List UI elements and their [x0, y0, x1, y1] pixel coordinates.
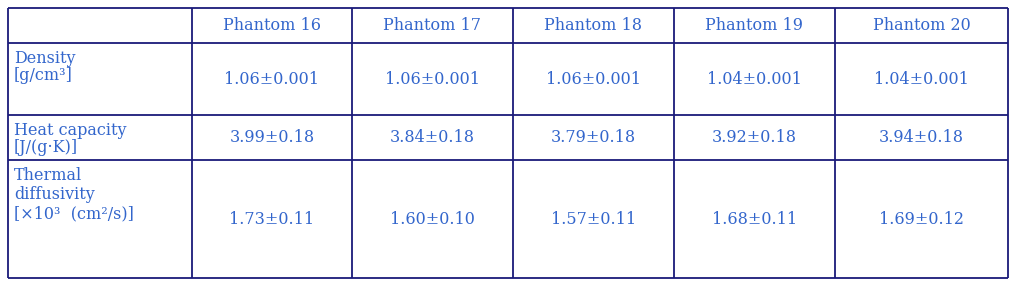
- Text: 1.04±0.001: 1.04±0.001: [707, 70, 802, 87]
- Text: Thermal: Thermal: [14, 167, 82, 184]
- Text: Phantom 19: Phantom 19: [705, 17, 804, 34]
- Text: 3.99±0.18: 3.99±0.18: [229, 129, 315, 146]
- Text: Phantom 17: Phantom 17: [384, 17, 481, 34]
- Text: diffusivity: diffusivity: [14, 186, 94, 203]
- Text: Phantom 20: Phantom 20: [873, 17, 970, 34]
- Text: [J/(g·K)]: [J/(g·K)]: [14, 139, 78, 156]
- Text: Heat capacity: Heat capacity: [14, 122, 127, 139]
- Text: 3.84±0.18: 3.84±0.18: [390, 129, 475, 146]
- Text: 1.69±0.12: 1.69±0.12: [879, 211, 964, 227]
- Text: 1.06±0.001: 1.06±0.001: [546, 70, 641, 87]
- Text: 3.79±0.18: 3.79±0.18: [551, 129, 636, 146]
- Text: 1.68±0.11: 1.68±0.11: [712, 211, 797, 227]
- Text: 1.06±0.001: 1.06±0.001: [224, 70, 320, 87]
- Text: Phantom 16: Phantom 16: [223, 17, 321, 34]
- Text: 1.60±0.10: 1.60±0.10: [390, 211, 475, 227]
- Text: 1.06±0.001: 1.06±0.001: [385, 70, 480, 87]
- Text: [×10³  (cm²/s)]: [×10³ (cm²/s)]: [14, 205, 134, 222]
- Text: [g/cm³]: [g/cm³]: [14, 67, 73, 84]
- Text: Phantom 18: Phantom 18: [544, 17, 642, 34]
- Text: 3.92±0.18: 3.92±0.18: [712, 129, 797, 146]
- Text: 1.73±0.11: 1.73±0.11: [229, 211, 315, 227]
- Text: 1.04±0.001: 1.04±0.001: [874, 70, 969, 87]
- Text: 3.94±0.18: 3.94±0.18: [879, 129, 964, 146]
- Text: 1.57±0.11: 1.57±0.11: [551, 211, 636, 227]
- Text: Density: Density: [14, 50, 75, 67]
